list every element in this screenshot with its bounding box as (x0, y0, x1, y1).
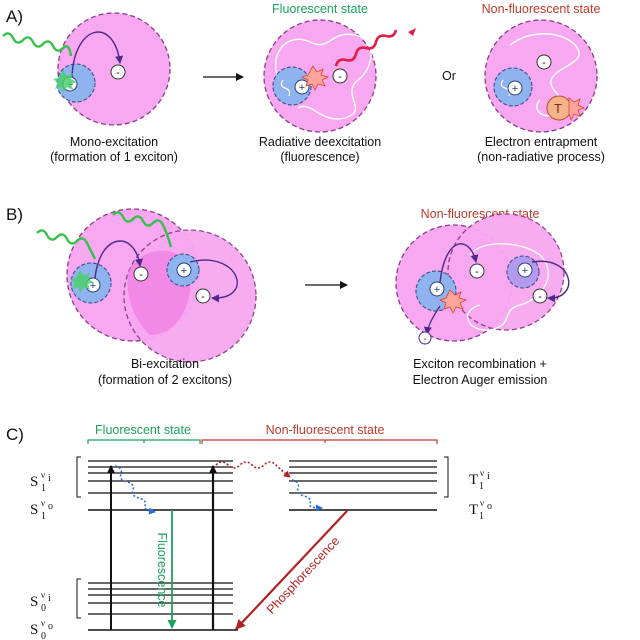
svg-text:T: T (469, 472, 478, 488)
caption-bi-line1: Bi-excitation (131, 357, 199, 371)
caption-bi-line2: (formation of 2 excitons) (98, 373, 232, 387)
svg-text:ν: ν (41, 618, 45, 628)
hole-symbol: + (512, 83, 518, 95)
svg-text:o: o (48, 501, 53, 512)
svg-text:ν: ν (480, 468, 484, 478)
electron-symbol: - (139, 269, 143, 281)
svg-text:1: 1 (479, 481, 484, 492)
svg-text:1: 1 (479, 511, 484, 522)
header-fluorescent-c: Fluorescent state (95, 423, 191, 437)
label-t1-vi: T 1 ν i (469, 468, 490, 492)
caption-trap-line2: (non-radiative process) (477, 150, 605, 164)
caption-mono-line2: (formation of 1 exciton) (50, 150, 178, 164)
vibrational-relaxation-t1 (291, 479, 323, 512)
svg-text:1: 1 (41, 483, 46, 494)
sparkle-icon (70, 270, 94, 293)
panel-label-c: C) (6, 425, 24, 444)
svg-text:0: 0 (41, 631, 46, 640)
hole-symbol: + (434, 284, 440, 296)
trap-symbol: T (554, 101, 562, 116)
svg-text:ν: ν (41, 590, 45, 600)
svg-text:i: i (48, 473, 51, 484)
particle-radiative-deexcitation: + - (263, 19, 416, 133)
bracket-non-fluorescent (201, 439, 438, 444)
label-s1-vi: S 1 ν i (30, 470, 51, 494)
svg-text:o: o (48, 621, 53, 632)
hole-symbol: + (299, 82, 305, 94)
header-non-fluorescent-c: Non-fluorescent state (266, 423, 385, 437)
panel-label-b: B) (6, 205, 23, 224)
emitted-photon-icon (334, 29, 398, 67)
label-t1-vo: T 1 ν o (469, 498, 492, 522)
fluorescence-label: Fluorescence (155, 532, 169, 607)
svg-text:1: 1 (41, 511, 46, 522)
recombination-flash-icon (300, 65, 330, 91)
or-label: Or (442, 69, 456, 83)
phosphorescence-arrow (235, 510, 348, 630)
sparkle-icon (53, 70, 77, 93)
particle-electron-entrapment: + - T (484, 19, 598, 133)
caption-mono-line1: Mono-excitation (70, 135, 158, 149)
recombination-flash-icon (438, 289, 468, 314)
particle-mono-excitation: + - (2, 12, 171, 126)
label-s0-vi: S 0 ν i (30, 590, 51, 614)
hole-symbol: + (181, 265, 187, 277)
phosphorescence-label: Phosphorescence (264, 534, 343, 617)
svg-text:ν: ν (480, 498, 484, 508)
svg-text:ν: ν (41, 470, 45, 480)
trap-flash-icon (568, 97, 586, 122)
caption-auger-line1: Exciton recombination + (413, 357, 547, 371)
electron-symbol: - (338, 71, 342, 83)
electron-path (275, 33, 372, 120)
svg-text:i: i (48, 593, 51, 604)
photon-wavy-icon (112, 211, 173, 248)
particles-auger-emission: + - + - - (395, 213, 570, 345)
caption-rad-line2: (fluorescence) (280, 150, 359, 164)
level-s1-vibrational (88, 460, 233, 494)
svg-text:i: i (487, 471, 490, 482)
particles-bi-excitation: + - + - (36, 208, 257, 363)
header-fluorescent-a: Fluorescent state (272, 2, 368, 16)
header-non-fluorescent-a: Non-fluorescent state (482, 2, 601, 16)
svg-text:S: S (30, 622, 38, 638)
hole-symbol: + (90, 280, 96, 292)
svg-text:S: S (30, 594, 38, 610)
photon-wavy-icon (36, 229, 97, 260)
caption-auger-line2: Electron Auger emission (413, 373, 548, 387)
svg-text:ν: ν (41, 498, 45, 508)
electron-symbol: - (475, 266, 479, 278)
bracket-fluorescent (87, 439, 201, 444)
electron-symbol: - (542, 57, 546, 69)
svg-text:o: o (487, 501, 492, 512)
caption-trap-line1: Electron entrapment (485, 135, 598, 149)
svg-text:T: T (469, 502, 478, 518)
label-s1-vo: S 1 ν o (30, 498, 53, 522)
hole-symbol: + (522, 265, 528, 277)
svg-text:S: S (30, 474, 38, 490)
vibrational-relaxation-s1 (114, 465, 156, 515)
auger-electron-symbol: - (423, 334, 426, 345)
electron-symbol: - (201, 291, 205, 303)
svg-text:0: 0 (41, 603, 46, 614)
label-s0-vo: S 0 ν o (30, 618, 53, 640)
caption-rad-line1: Radiative deexcitation (259, 135, 381, 149)
level-s0-vibrational (88, 582, 233, 615)
panel-label-a: A) (6, 7, 23, 26)
intersystem-crossing (215, 461, 291, 478)
svg-text:S: S (30, 502, 38, 518)
electron-symbol: - (116, 67, 120, 79)
level-t1-vibrational (289, 460, 437, 494)
photon-wavy-icon (2, 32, 73, 57)
electron-symbol: - (538, 291, 542, 303)
